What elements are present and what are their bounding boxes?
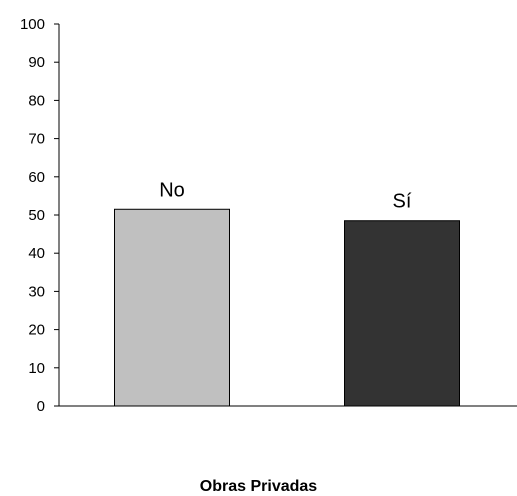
data-labels: No Sí	[159, 179, 412, 212]
y-tick-label: 50	[28, 207, 45, 224]
data-label-no: No	[159, 179, 185, 201]
y-tick-label: 0	[37, 398, 45, 415]
y-tick-label: 70	[28, 131, 45, 148]
y-tick-label: 100	[20, 16, 45, 33]
y-tick-label: 10	[28, 360, 45, 377]
y-tick-label: 80	[28, 92, 45, 109]
x-axis-title: Obras Privadas	[199, 478, 318, 495]
bars	[114, 208, 460, 407]
bar-no	[114, 208, 230, 407]
chart-svg: 0 10 20 30 40 50 60 70 80 90 100 No Sí	[20, 16, 517, 415]
y-tick-label: 30	[28, 283, 45, 300]
y-tick-label: 40	[28, 245, 45, 262]
axes: 0 10 20 30 40 50 60 70 80 90 100	[20, 16, 517, 415]
y-tick-label: 20	[28, 322, 45, 339]
data-label-si: Sí	[393, 191, 412, 213]
y-tick-label: 90	[28, 54, 45, 71]
bar-si	[344, 220, 460, 407]
y-tick-label: 60	[28, 169, 45, 186]
